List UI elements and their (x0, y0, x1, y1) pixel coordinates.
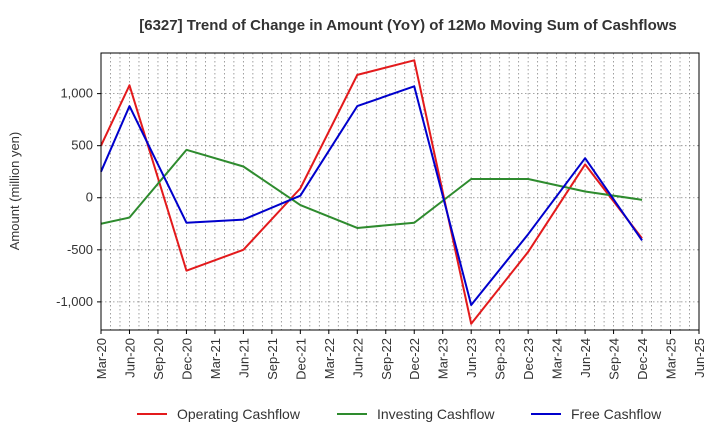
y-tick-label: 0 (86, 190, 93, 205)
x-tick-label: Sep-23 (493, 338, 508, 380)
x-tick-label: Jun-25 (692, 338, 707, 378)
x-tick-label: Dec-24 (635, 338, 650, 380)
x-tick-label: Mar-24 (550, 338, 565, 379)
y-tick-label: 1,000 (60, 86, 93, 101)
y-axis-ticks: -1,000 -500 0 500 1,000 (56, 86, 101, 309)
legend-label-free-cashflow: Free Cashflow (571, 406, 662, 422)
y-tick-label: -1,000 (56, 294, 93, 309)
x-tick-label: Mar-22 (322, 338, 337, 379)
chart-title: [6327] Trend of Change in Amount (YoY) o… (139, 17, 677, 34)
x-tick-label: Sep-24 (607, 338, 622, 380)
x-tick-label: Jun-22 (350, 338, 365, 378)
legend-label-investing-cashflow: Investing Cashflow (377, 406, 495, 422)
x-tick-label: Mar-20 (94, 338, 109, 379)
y-axis-label: Amount (million yen) (7, 132, 22, 251)
x-tick-label: Mar-23 (436, 338, 451, 379)
y-tick-label: -500 (67, 242, 93, 257)
x-tick-label: Sep-22 (379, 338, 394, 380)
x-tick-label: Jun-21 (236, 338, 251, 378)
x-tick-label: Mar-25 (664, 338, 679, 379)
x-tick-label: Jun-20 (122, 338, 137, 378)
x-tick-label: Sep-21 (265, 338, 280, 380)
series-lines (100, 59, 643, 325)
series-line-free-cashflow (100, 85, 643, 307)
series-line-investing-cashflow (100, 148, 643, 229)
x-tick-label: Sep-20 (151, 338, 166, 380)
x-tick-label: Dec-21 (293, 338, 308, 380)
series-line-operating-cashflow (100, 59, 643, 325)
y-tick-label: 500 (71, 138, 93, 153)
legend-label-operating-cashflow: Operating Cashflow (177, 406, 301, 422)
x-tick-label: Dec-23 (521, 338, 536, 380)
plot-frame (100, 52, 700, 331)
x-tick-label: Jun-24 (578, 338, 593, 378)
x-tick-label: Mar-21 (208, 338, 223, 379)
x-axis-ticks: Mar-20 Jun-20 Sep-20 Dec-20 Mar-21 Jun-21 Sep-… (94, 330, 707, 380)
legend: Operating Cashflow Investing Cashflow Free… (137, 406, 662, 422)
x-tick-label: Dec-22 (407, 338, 422, 380)
x-tick-label: Dec-20 (179, 338, 194, 380)
x-tick-label: Jun-23 (464, 338, 479, 378)
